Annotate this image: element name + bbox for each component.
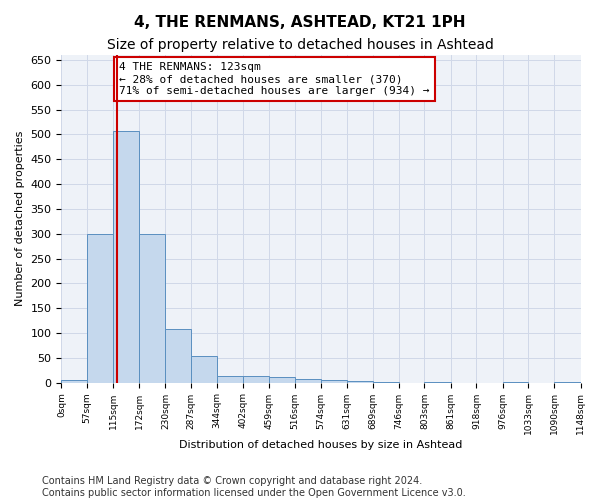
Bar [191, 356, 217, 382]
Bar [295, 378, 321, 382]
Text: 4, THE RENMANS, ASHTEAD, KT21 1PH: 4, THE RENMANS, ASHTEAD, KT21 1PH [134, 15, 466, 30]
Bar [61, 380, 87, 382]
Bar [243, 376, 269, 382]
Y-axis label: Number of detached properties: Number of detached properties [15, 131, 25, 306]
Text: Contains HM Land Registry data © Crown copyright and database right 2024.
Contai: Contains HM Land Registry data © Crown c… [42, 476, 466, 498]
X-axis label: Distribution of detached houses by size in Ashtead: Distribution of detached houses by size … [179, 440, 463, 450]
Bar [269, 377, 295, 382]
Bar [321, 380, 347, 382]
Bar [347, 380, 373, 382]
Text: Size of property relative to detached houses in Ashtead: Size of property relative to detached ho… [107, 38, 493, 52]
Bar [87, 234, 113, 382]
Bar [166, 330, 191, 382]
Bar [139, 234, 166, 382]
Bar [113, 131, 139, 382]
Bar [217, 376, 243, 382]
Text: 4 THE RENMANS: 123sqm
← 28% of detached houses are smaller (370)
71% of semi-det: 4 THE RENMANS: 123sqm ← 28% of detached … [119, 62, 430, 96]
